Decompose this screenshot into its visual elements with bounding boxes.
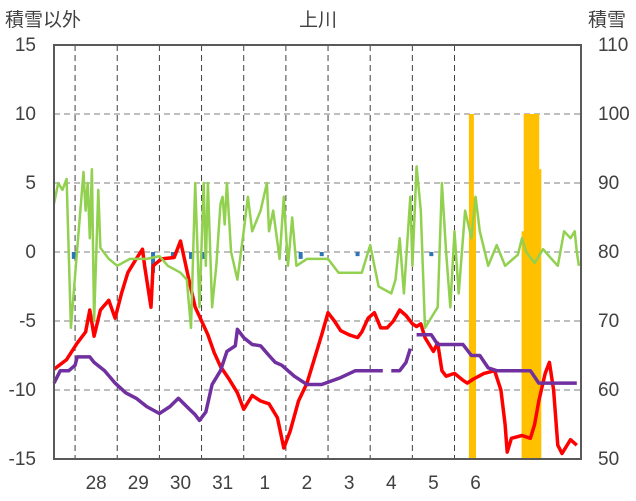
x-tick-label: 28 [86, 473, 107, 494]
series-line-purple [416, 333, 577, 385]
y-right-tick-label: 100 [598, 104, 630, 125]
bar-blue [298, 252, 303, 259]
bar-blue [355, 252, 360, 257]
x-tick-label: 3 [344, 473, 355, 494]
x-tick-label: 5 [428, 473, 439, 494]
y-left-tick-label: 5 [25, 173, 36, 194]
y-right-tick-label: 50 [598, 449, 619, 470]
y-right-tick-label: 60 [598, 380, 619, 401]
bar-blue [71, 252, 76, 259]
y-left-label: 積雪以外 [5, 9, 81, 31]
plot-frame [53, 44, 582, 460]
x-tick-label: 30 [170, 473, 191, 494]
series-line-green [52, 165, 581, 330]
x-tick-label: 2 [302, 473, 313, 494]
y-left-tick-label: 15 [15, 35, 36, 56]
bar-blue [429, 252, 434, 257]
y-left-tick-label: -15 [9, 449, 36, 470]
bar-series [71, 114, 542, 460]
y-left-tick-label: -5 [19, 311, 36, 332]
series-line-purple [52, 327, 383, 423]
x-tick-label: 4 [386, 473, 397, 494]
series-line-red [52, 239, 578, 456]
y-right-tick-label: 70 [598, 311, 619, 332]
line-series [52, 165, 581, 456]
chart-title: 上川 [299, 9, 337, 31]
y-right-tick-label: 80 [598, 242, 619, 263]
bar-blue [151, 252, 156, 273]
x-tick-label: 1 [260, 473, 271, 494]
y-left-tick-label: 0 [25, 242, 36, 263]
bar-blue [319, 252, 324, 257]
y-left-tick-label: -10 [9, 380, 36, 401]
x-tick-label: 31 [212, 473, 233, 494]
y-right-label: 積雪 [588, 9, 626, 31]
bar-orange [536, 169, 542, 459]
x-tick-label: 6 [470, 473, 481, 494]
x-tick-label: 29 [128, 473, 149, 494]
bar-blue [201, 252, 206, 259]
bar-orange [470, 196, 476, 460]
bar-blue [170, 252, 175, 259]
grid-lines [54, 45, 581, 459]
y-right-tick-label: 90 [598, 173, 619, 194]
bar-blue [189, 252, 194, 259]
y-left-tick-label: 10 [15, 104, 36, 125]
series-line-purple [391, 348, 412, 373]
y-right-tick-label: 110 [598, 35, 628, 56]
